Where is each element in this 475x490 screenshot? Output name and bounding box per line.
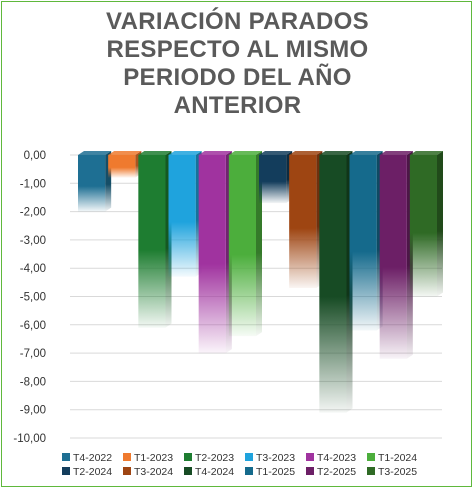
y-tick-label: -8,00 — [20, 376, 46, 388]
bar-front — [349, 155, 377, 331]
chart-title-line-2: RESPECTO AL MISMO — [106, 36, 369, 63]
bar-top — [198, 151, 232, 155]
bar-top — [138, 151, 172, 155]
y-tick-label: -9,00 — [20, 405, 46, 417]
y-tick-label: -6,00 — [20, 320, 46, 332]
legend-item: T2-2025 — [306, 466, 356, 478]
legend-item: T4-2022 — [62, 452, 112, 464]
chart-title-line-1: VARIACIÓN PARADOS — [106, 8, 369, 35]
y-tick-label: -3,00 — [20, 235, 46, 247]
bar-front — [259, 155, 287, 204]
bar-top — [409, 151, 443, 155]
bar-t3-2024 — [289, 151, 323, 289]
bar-top — [259, 151, 293, 155]
legend-swatch — [184, 453, 192, 461]
legend-label: T2-2023 — [195, 452, 234, 464]
bar-t2-2023 — [138, 151, 172, 328]
bar-front — [289, 155, 317, 289]
bar-front — [228, 155, 256, 337]
bar-t2-2025 — [379, 151, 413, 359]
legend-swatch — [367, 467, 375, 475]
legend-swatch — [245, 453, 253, 461]
chart-title: VARIACIÓN PARADOS RESPECTO AL MISMO PERI… — [0, 8, 475, 120]
bar-t3-2023 — [168, 151, 202, 277]
legend-label: T2-2024 — [73, 466, 112, 478]
bar-top — [168, 151, 202, 155]
y-tick-label: -5,00 — [20, 292, 46, 304]
legend-label: T1-2024 — [378, 452, 417, 464]
bar-t1-2023 — [108, 151, 142, 178]
legend-label: T4-2023 — [317, 452, 356, 464]
legend-swatch — [62, 453, 70, 461]
bar-front — [198, 155, 226, 354]
legend: T4-2022 T1-2023 T2-2023 T3-2023 T4-2023 T1-20… — [62, 452, 417, 478]
bar-top — [289, 151, 323, 155]
bar-top — [379, 151, 413, 155]
bar-front — [78, 155, 106, 212]
bar-top — [228, 151, 262, 155]
legend-label: T3-2024 — [134, 466, 173, 478]
bar-front — [138, 155, 166, 328]
legend-swatch — [367, 453, 375, 461]
bar-front — [409, 155, 437, 297]
legend-label: T3-2023 — [256, 452, 295, 464]
legend-label: T4-2022 — [73, 452, 112, 464]
bar-top — [78, 151, 112, 155]
legend-swatch — [245, 467, 253, 475]
bars — [78, 151, 443, 413]
legend-swatch — [306, 467, 314, 475]
legend-item: T3-2025 — [367, 466, 417, 478]
bar-t4-2024 — [319, 151, 353, 413]
y-tick-label: -10,00 — [13, 433, 46, 445]
legend-item: T1-2024 — [367, 452, 417, 464]
bar-t3-2025 — [409, 151, 443, 297]
legend-item: T2-2023 — [184, 452, 234, 464]
bar-front — [108, 155, 136, 178]
bar-front — [319, 155, 347, 413]
legend-label: T1-2025 — [256, 466, 295, 478]
legend-item: T1-2025 — [245, 466, 295, 478]
legend-item: T4-2024 — [184, 466, 234, 478]
bar-front — [168, 155, 196, 277]
bar-side — [437, 151, 443, 297]
y-tick-label: -7,00 — [20, 348, 46, 360]
bar-top — [349, 151, 383, 155]
legend-swatch — [306, 453, 314, 461]
y-tick-label: 0,00 — [24, 150, 46, 162]
legend-item: T2-2024 — [62, 466, 112, 478]
legend-swatch — [123, 453, 131, 461]
bar-top — [319, 151, 353, 155]
legend-swatch — [62, 467, 70, 475]
y-tick-label: -1,00 — [20, 178, 46, 190]
legend-label: T4-2024 — [195, 466, 234, 478]
legend-label: T3-2025 — [378, 466, 417, 478]
legend-item: T3-2024 — [123, 466, 173, 478]
bar-t4-2023 — [198, 151, 232, 354]
bar-top — [108, 151, 142, 155]
y-axis: 0,00 -1,00 -2,00 -3,00 -4,00 -5,00 -6,00 -7,00 -… — [13, 150, 46, 445]
chart-title-line-4: ANTERIOR — [173, 92, 302, 119]
y-tick-label: -2,00 — [20, 207, 46, 219]
legend-item: T4-2023 — [306, 452, 356, 464]
bar-front — [379, 155, 407, 359]
legend-swatch — [184, 467, 192, 475]
bar-t1-2024 — [228, 151, 262, 337]
legend-label: T1-2023 — [134, 452, 173, 464]
legend-item: T1-2023 — [123, 452, 173, 464]
bar-t1-2025 — [349, 151, 383, 331]
bar-t4-2022 — [78, 151, 112, 212]
bar-t2-2024 — [259, 151, 293, 204]
y-tick-label: -4,00 — [20, 263, 46, 275]
legend-label: T2-2025 — [317, 466, 356, 478]
chart-title-line-3: PERIODO DEL AÑO — [123, 64, 352, 91]
legend-item: T3-2023 — [245, 452, 295, 464]
legend-swatch — [123, 467, 131, 475]
